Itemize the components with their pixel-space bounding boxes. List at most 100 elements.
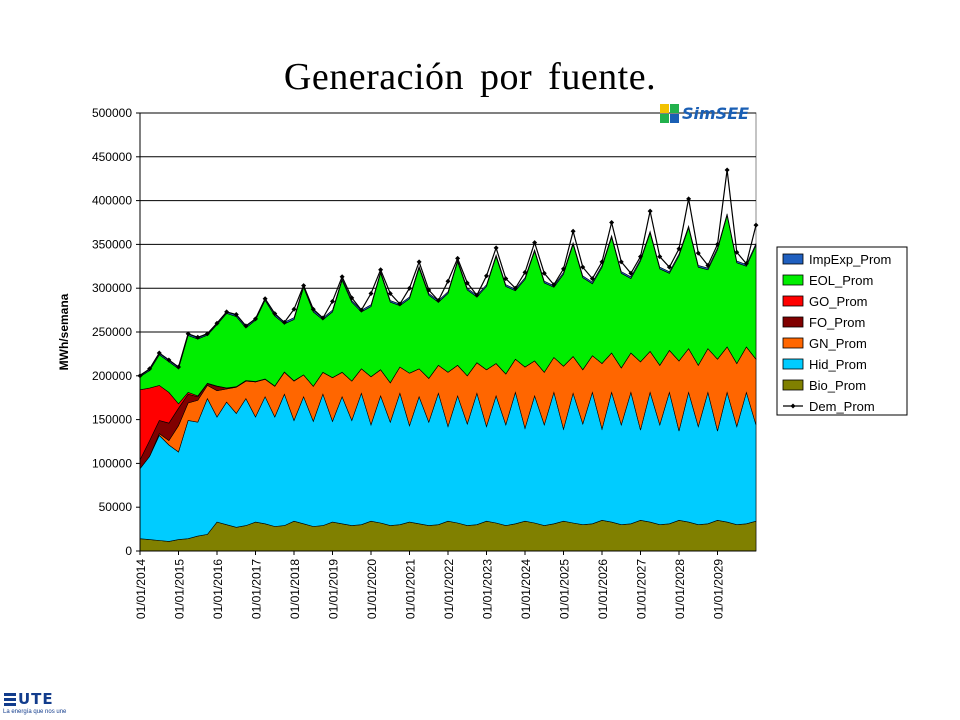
dem-point [176,364,181,370]
dem-point [195,334,201,340]
dem-point [551,282,557,288]
dem-point [705,262,711,268]
dem-point [474,292,480,298]
dem-point [243,323,249,329]
dem-point [734,249,740,255]
legend-label: Bio_Prom [809,378,866,393]
dem-point [484,273,489,279]
legend-swatch-eol-prom [782,274,804,286]
x-tick-label: 01/01/2027 [635,559,649,619]
x-axis-ticks: 01/01/2014 01/01/2015 01/01/2016 01/01/2017… [134,551,726,619]
dem-point [589,276,595,282]
dem-point [455,255,461,261]
dem-point [628,270,634,276]
company-name: UTE [18,690,54,708]
legend-label: GO_Prom [809,294,868,309]
y-tick-label: 300000 [92,281,132,295]
logo-square-icon [660,104,669,113]
dem-point [387,290,393,296]
dem-point [541,270,547,276]
x-tick-label: 01/01/2015 [173,559,187,619]
dem-point [570,228,576,234]
x-tick-label: 01/01/2025 [558,559,572,619]
dem-point [743,261,749,267]
ute-logo [4,693,16,707]
legend-label: Hid_Prom [809,357,867,372]
y-tick-label: 150000 [92,413,132,427]
dem-point [262,296,268,302]
y-axis-title: MWh/semana [57,293,71,370]
legend-swatch-gn-prom [782,337,804,349]
legend-label: GN_Prom [809,336,867,351]
dem-point [214,320,220,326]
y-tick-label: 250000 [92,325,132,339]
dem-point [416,259,422,265]
dem-point [493,245,499,251]
legend-label: ImpExp_Prom [809,252,891,267]
x-tick-label: 01/01/2016 [211,559,225,619]
ute-stripes-icon [4,693,16,696]
dem-point [464,280,470,286]
dem-point [291,306,297,312]
y-tick-label: 400000 [92,194,132,208]
legend-swatch-hid-prom [782,358,804,370]
dem-point [156,350,162,356]
legend-label: Dem_Prom [809,399,875,414]
x-tick-label: 01/01/2019 [327,559,341,619]
x-tick-label: 01/01/2029 [712,559,726,619]
dem-point [368,290,374,296]
dem-point [753,222,759,228]
dem-point [281,319,287,325]
dem-point [224,309,230,315]
dem-point [426,287,432,293]
x-tick-label: 01/01/2023 [481,559,495,619]
dem-point [522,269,528,275]
dem-point [320,315,326,321]
dem-point [339,274,345,280]
dem-point [724,167,730,173]
dem-point [147,366,153,372]
stacked-areas [139,213,757,552]
legend-label: FO_Prom [809,315,865,330]
legend-swatch-go-prom [782,295,804,307]
dem-point [618,259,624,265]
dem-point [272,311,278,317]
dem-point [503,276,509,282]
dem-point [512,285,518,291]
dem-point [397,301,403,307]
dem-point [435,297,441,303]
dem-point [647,208,653,214]
logo-square-icon [670,114,679,123]
x-tick-label: 01/01/2017 [250,559,264,619]
dem-point [204,331,210,337]
dem-point [349,295,355,301]
x-tick-label: 01/01/2026 [596,559,610,619]
y-tick-label: 450000 [92,150,132,164]
legend-swatch-impexp-prom [782,253,804,265]
company-tagline: La energía que nos une [3,709,67,715]
legend-label: EOL_Prom [809,273,873,288]
x-tick-label: 01/01/2018 [288,559,302,619]
y-axis-ticks: 0 50000 100000 150000 200000 250000 300000 3500… [92,106,140,558]
legend-marker-icon [790,403,796,409]
area-impexp-prom [139,213,757,378]
dem-point [378,267,384,273]
x-tick-label: 01/01/2028 [673,559,687,619]
dem-point [445,278,451,284]
dem-point [407,285,412,291]
x-tick-label: 01/01/2022 [442,559,456,619]
dem-point [676,246,682,252]
dem-point [599,259,605,265]
x-tick-label: 01/01/2024 [519,559,533,619]
dem-point [609,220,615,225]
dem-point [532,240,538,246]
y-tick-label: 200000 [92,369,132,383]
legend-swatch-fo-prom [782,316,804,328]
ute-stripes-icon [4,698,16,701]
simsee-brand-name: SimSEE [682,104,750,123]
dem-point [695,250,701,256]
x-tick-label: 01/01/2021 [404,559,418,619]
dem-point [330,298,335,304]
dem-point [638,254,643,260]
